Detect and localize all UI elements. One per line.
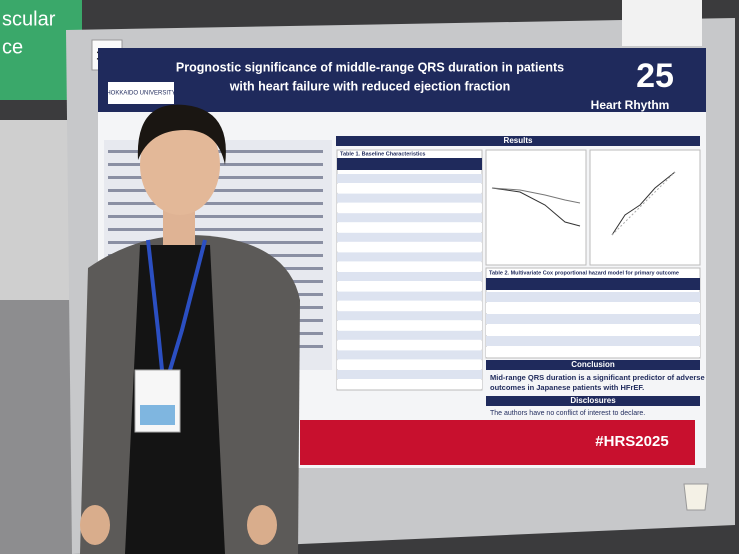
table-row: [337, 272, 482, 281]
table-row: [337, 232, 482, 242]
table-row: [486, 347, 700, 357]
table-row: [486, 303, 700, 313]
table-row: [337, 330, 482, 340]
table-row: [337, 193, 482, 203]
sign-text: ce: [2, 36, 23, 58]
table-row: [486, 292, 700, 302]
table-row: [337, 350, 482, 360]
results-heading: Results: [504, 136, 533, 145]
table1-header: [337, 158, 482, 170]
table-row: [486, 325, 700, 335]
table2-caption: Table 2. Multivariate Cox proportional h…: [489, 270, 679, 276]
table-rows: [337, 174, 482, 389]
hashtag: #HRS2025: [595, 433, 668, 450]
km-curve: [491, 187, 581, 204]
table1-caption: Table 1. Baseline Characteristics: [340, 151, 426, 157]
logo-name: Heart Rhythm: [591, 98, 670, 112]
table-row: [337, 252, 482, 262]
title-band: [98, 48, 706, 112]
disclosures-text: The authors have no conflict of interest…: [490, 410, 645, 417]
poster-title: with heart failure with reduced ejection…: [229, 79, 511, 93]
table-row: [486, 336, 700, 346]
institution-logo: [108, 82, 174, 104]
figure3: [589, 149, 701, 266]
table-row: [337, 223, 482, 232]
lanyard: [146, 239, 164, 371]
km-curve: [491, 187, 581, 227]
hand: [247, 505, 277, 545]
figure2: [485, 149, 587, 266]
table-row: [337, 379, 482, 389]
table-row: [337, 301, 482, 311]
text-line: [108, 189, 323, 192]
table-row: [337, 183, 482, 193]
paper-cup: [683, 483, 709, 511]
footer-band: [300, 420, 695, 465]
text-line: [108, 202, 323, 205]
table-row: [486, 314, 700, 324]
roc-diagonal: [611, 171, 676, 236]
table-row: [337, 203, 482, 213]
table-row: [337, 321, 482, 330]
logo-number: 25: [636, 57, 674, 95]
hair: [137, 104, 226, 165]
institution: HOKKAIDO UNIVERSITY: [106, 91, 175, 97]
table-row: [337, 291, 482, 301]
disclosures-bar: [486, 396, 700, 406]
table-row: [337, 281, 482, 291]
text-line: [108, 215, 323, 218]
badge-photo: [140, 405, 175, 425]
poster-title: Prognostic significance of middle-range …: [176, 60, 564, 74]
conclusion-bar: [486, 360, 700, 370]
table-row: [337, 340, 482, 350]
table-row: [337, 360, 482, 370]
table-row: [337, 213, 482, 223]
results-bar: [336, 136, 700, 146]
face: [140, 115, 220, 215]
disclosures-heading: Disclosures: [570, 396, 616, 405]
conclusion-heading: Conclusion: [571, 360, 615, 369]
conclusion-text: outcomes in Japanese patients with HFrEF…: [490, 383, 644, 392]
roc-curve: [611, 171, 676, 236]
table-row: [337, 242, 482, 252]
table-row: [337, 370, 482, 379]
paper-note: [622, 0, 702, 46]
table-row: [337, 311, 482, 321]
text-line: [108, 228, 323, 231]
table-row: [337, 262, 482, 272]
hand: [80, 505, 110, 545]
lanyard: [168, 239, 207, 371]
table-row: [337, 174, 482, 183]
conclusion-text: Mid-range QRS duration is a significant …: [490, 373, 705, 382]
table2-header: [486, 278, 700, 290]
sign-text: scular: [2, 8, 56, 30]
